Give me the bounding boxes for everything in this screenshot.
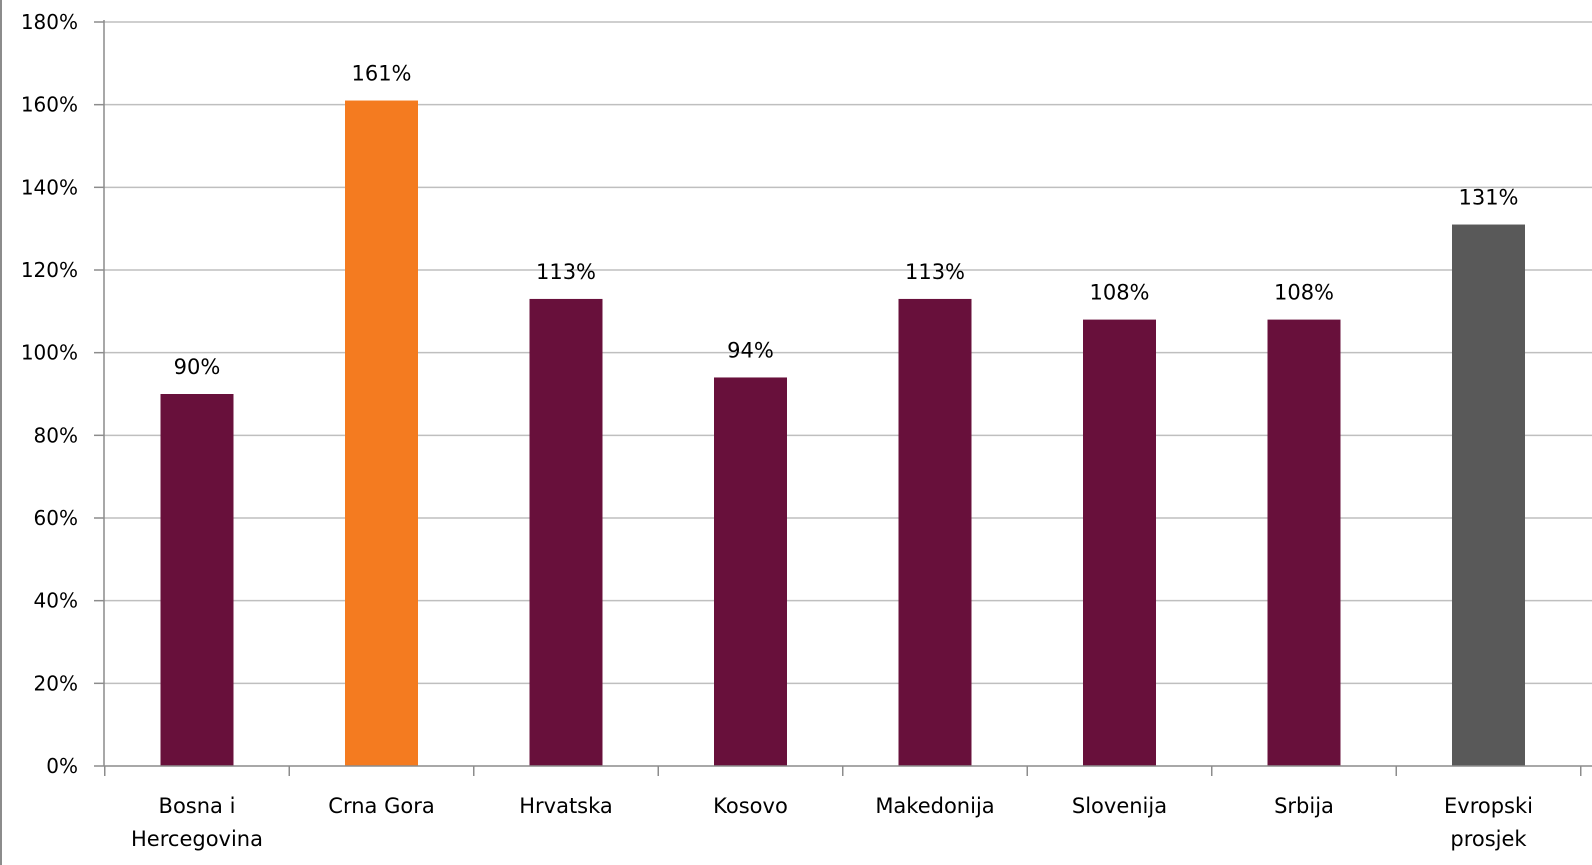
x-tick-label: Hrvatska [519, 794, 613, 818]
x-tick-label: Slovenija [1072, 794, 1167, 818]
y-tick-label: 180% [21, 10, 78, 34]
data-label: 108% [1089, 281, 1149, 305]
data-label: 90% [174, 355, 221, 379]
x-tick-label: Evropski [1444, 794, 1533, 818]
bar [1267, 319, 1341, 766]
x-tick-label: Crna Gora [328, 794, 434, 818]
bar [714, 377, 787, 766]
data-label: 94% [727, 338, 774, 362]
data-label: 131% [1458, 186, 1518, 210]
bar [160, 394, 234, 766]
bar [898, 298, 972, 766]
axes [94, 20, 1592, 776]
y-tick-label: 160% [21, 93, 78, 117]
gridlines [104, 21, 1592, 685]
y-tick-label: 80% [34, 423, 78, 447]
bar [529, 298, 603, 766]
bars [160, 100, 1525, 767]
y-tick-label: 100% [21, 341, 78, 365]
bar [345, 100, 418, 767]
x-tick-label: Kosovo [713, 794, 788, 818]
y-tick-label: 40% [34, 589, 78, 613]
x-tick-label: Srbija [1274, 794, 1334, 818]
data-label: 161% [351, 62, 411, 86]
data-label: 113% [536, 260, 596, 284]
bar [1083, 319, 1156, 766]
x-tick-label: Bosna i [159, 794, 236, 818]
x-tick-label: Makedonija [875, 794, 994, 818]
x-tick-label: Hercegovina [131, 827, 263, 851]
data-label: 108% [1274, 281, 1334, 305]
y-tick-label: 20% [34, 671, 78, 695]
data-label: 113% [905, 260, 965, 284]
bar [1452, 224, 1525, 767]
y-tick-label: 60% [34, 506, 78, 530]
x-tick-label: prosjek [1450, 827, 1527, 851]
y-axis-tick-labels: 0% 20% 40% 60% 80% 100% 120% 140% 160% 180% [21, 10, 78, 778]
y-tick-label: 120% [21, 258, 78, 282]
y-tick-label: 0% [46, 754, 78, 778]
data-labels: 90% 161% 113% 94% 113% 108% 108% 131% [174, 62, 1519, 379]
y-tick-label: 140% [21, 175, 78, 199]
x-axis-tick-labels: Bosna i Hercegovina Crna Gora Hrvatska Kosov… [131, 794, 1533, 851]
